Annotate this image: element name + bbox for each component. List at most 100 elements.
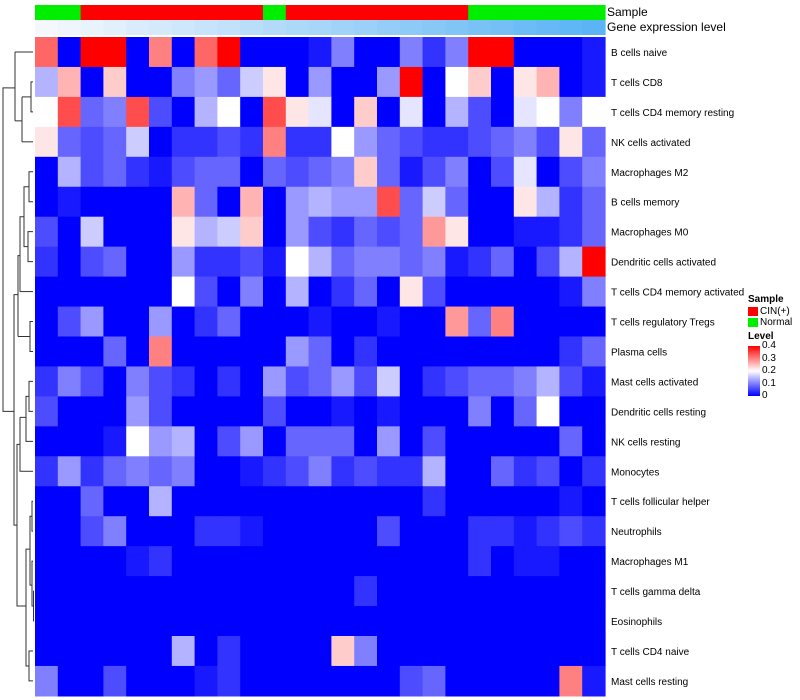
heatmap-cell [194, 366, 218, 397]
heatmap-cell [582, 576, 606, 607]
sample-annotation-cell [354, 5, 378, 20]
heatmap-cell [468, 636, 492, 667]
heatmap-cell [399, 665, 424, 697]
heatmap-cell [559, 156, 583, 188]
heatmap-cell [126, 636, 150, 667]
heatmap-cell [399, 246, 424, 278]
heatmap-cell [285, 96, 310, 128]
heatmap-cell [308, 636, 332, 667]
row-label: T cells regulatory Tregs [611, 318, 715, 329]
heatmap-cell [171, 216, 196, 248]
heatmap-cell [194, 546, 218, 577]
heatmap-cell [331, 216, 355, 248]
heatmap-cell [171, 456, 196, 487]
heatmap-cell [285, 336, 310, 368]
sample-annotation-cell [582, 5, 606, 20]
heatmap-cell [422, 426, 446, 457]
gene-expression-annotation-cell [468, 20, 492, 35]
heatmap-cell [422, 606, 446, 637]
heatmap-cell [468, 486, 492, 517]
sample-annotation-cell [399, 5, 424, 20]
gene-expression-annotation-cell [491, 20, 515, 35]
heatmap-cell [399, 66, 424, 98]
heatmap-cell [468, 665, 492, 697]
heatmap-cell [513, 546, 538, 577]
heatmap-cell [149, 606, 173, 637]
heatmap-cell [536, 66, 560, 98]
heatmap-cell [308, 606, 332, 637]
heatmap-cell [331, 636, 355, 667]
heatmap-cell [331, 576, 355, 607]
heatmap-cell [308, 546, 332, 577]
heatmap-cell [422, 276, 446, 308]
heatmap-cell [354, 665, 378, 697]
heatmap-cell [354, 516, 378, 547]
heatmap-cell [399, 156, 424, 188]
heatmap-cell [35, 336, 59, 368]
heatmap-cell [263, 186, 287, 218]
heatmap-cell [445, 546, 469, 577]
heatmap-cell [399, 126, 424, 158]
heatmap-cell [582, 396, 606, 427]
heatmap-cell [559, 516, 583, 547]
heatmap-cell [559, 66, 583, 98]
heatmap-cell [513, 276, 538, 308]
heatmap-cell [377, 516, 401, 547]
dendrogram-branch [19, 216, 24, 292]
heatmap-cell [263, 276, 287, 308]
heatmap-cell [171, 126, 196, 158]
heatmap-cell [35, 276, 59, 308]
heatmap-cell [331, 546, 355, 577]
heatmap-cell [126, 366, 150, 397]
heatmap-cell [354, 366, 378, 397]
heatmap-cell [103, 606, 127, 637]
heatmap-cell [80, 37, 104, 68]
heatmap-cell [103, 366, 127, 397]
heatmap-cell [171, 426, 196, 457]
heatmap-cell [217, 306, 241, 338]
heatmap-cell [80, 636, 104, 667]
heatmap-cell [263, 216, 287, 248]
heatmap-cell [331, 66, 355, 98]
heatmap-cell [35, 306, 59, 338]
heatmap-cell [582, 156, 606, 188]
gene-expression-annotation-cell [399, 20, 424, 35]
sample-annotation-cell [103, 5, 127, 20]
heatmap-cell [491, 636, 515, 667]
heatmap-cell [331, 186, 355, 218]
heatmap-cell [217, 576, 241, 607]
level-tick-1: 0.3 [762, 353, 776, 364]
heatmap-cell [57, 486, 82, 517]
heatmap-cell [354, 96, 378, 128]
row-label: B cells naive [611, 48, 668, 59]
heatmap-cell [240, 665, 264, 697]
heatmap-cell [445, 246, 469, 278]
heatmap-cell [308, 426, 332, 457]
heatmap-cell [491, 37, 515, 68]
heatmap-cell [354, 126, 378, 158]
heatmap-cell [194, 126, 218, 158]
heatmap-cell [126, 576, 150, 607]
heatmap-cell [536, 276, 560, 308]
heatmap-cell [80, 606, 104, 637]
heatmap-cell [491, 126, 515, 158]
heatmap-cell [491, 366, 515, 397]
level-gradient [748, 346, 760, 396]
heatmap-cell [491, 246, 515, 278]
heatmap-cell [422, 546, 446, 577]
heatmap-cell [468, 66, 492, 98]
heatmap-cell [285, 156, 310, 188]
heatmap-cell [536, 216, 560, 248]
heatmap-cell [582, 336, 606, 368]
heatmap-cell [171, 66, 196, 98]
heatmap-cell [445, 156, 469, 188]
heatmap-cell [149, 456, 173, 487]
dendrogram-branch [29, 321, 33, 352]
heatmap-cell [194, 246, 218, 278]
heatmap-cell [80, 426, 104, 457]
heatmap-cell [422, 126, 446, 158]
heatmap-cell [422, 576, 446, 607]
heatmap-cell [491, 216, 515, 248]
heatmap-cell [171, 366, 196, 397]
heatmap-cell [513, 126, 538, 158]
